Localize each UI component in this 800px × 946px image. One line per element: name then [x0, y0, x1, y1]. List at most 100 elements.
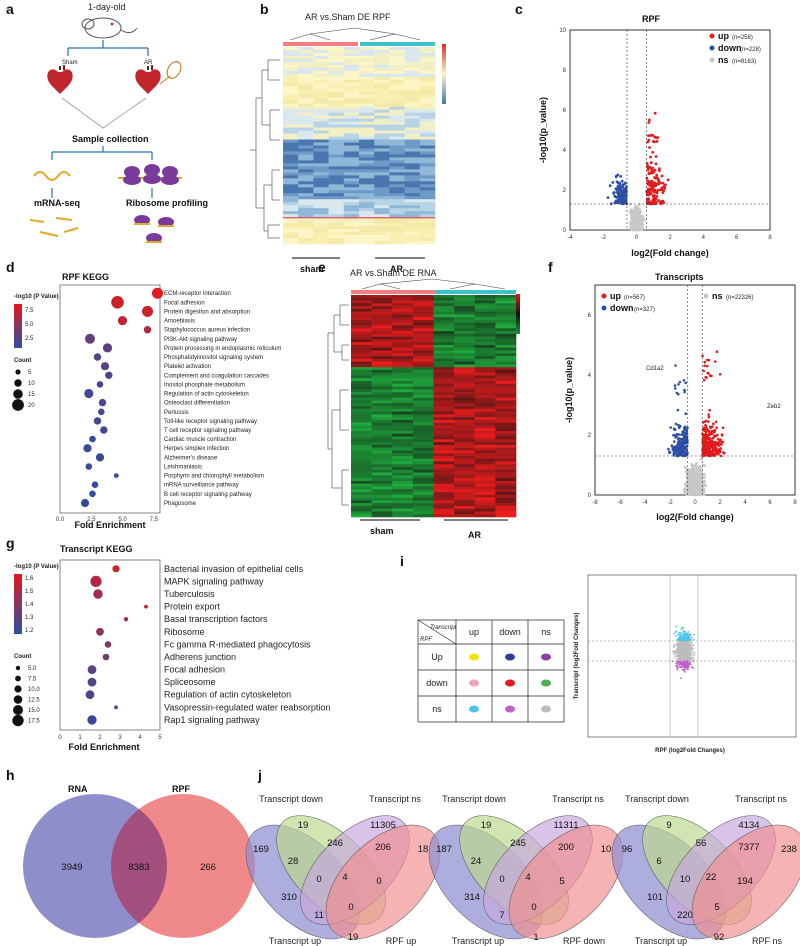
up-point — [706, 433, 710, 437]
heatmap-b-cell — [328, 178, 345, 182]
heatmap-e-cell — [433, 439, 455, 443]
up-point — [654, 155, 658, 158]
up-point — [704, 447, 708, 451]
heatmap-e-cell — [371, 336, 393, 340]
heatmap-e-cell — [371, 439, 393, 443]
heatmap-b-cell — [389, 73, 405, 78]
panel-f-label: f — [548, 259, 553, 275]
heatmap-e-cell — [371, 364, 393, 368]
kegg-g-term: Protein export — [164, 602, 221, 612]
heatmap-b-cell — [298, 142, 314, 146]
heatmap-b-cell — [313, 229, 329, 233]
heatmap-b-cell — [313, 232, 329, 236]
down-point — [672, 449, 675, 452]
x-tick-label: -4 — [642, 500, 648, 506]
heatmap-b-cell — [359, 91, 375, 96]
venn-both: 8383 — [128, 862, 149, 873]
kegg-d-xtick: 0.0 — [56, 517, 65, 523]
ns-point — [699, 457, 703, 461]
quadrant-point — [682, 638, 685, 641]
heatmap-b-cell — [343, 214, 360, 218]
heatmap-e-cell — [495, 469, 517, 473]
venn-label-bottom-left: Transcript up — [452, 936, 504, 946]
kegg-g-colorbar-ticks: 1.61.51.41.31.2 — [25, 576, 34, 634]
heatmap-e-cell — [495, 464, 517, 468]
heatmap-b-cell — [404, 151, 421, 155]
heatmap-e-cell — [495, 450, 517, 454]
heatmap-b-cell — [419, 47, 436, 51]
heatmap-e-cell — [495, 403, 517, 407]
down-point — [676, 441, 680, 444]
heatmap-b-cell — [359, 151, 375, 155]
heatmap-b-cell — [343, 82, 360, 87]
venn-region-value: 19 — [348, 932, 359, 943]
up-point — [702, 378, 706, 382]
heatmap-e-cell — [351, 336, 372, 340]
quadrant-point — [687, 668, 690, 671]
heatmap-b-cell — [328, 136, 345, 140]
heatmap-b-cell — [328, 238, 345, 242]
down-point — [608, 184, 612, 188]
kegg-g-xtick: 1 — [78, 735, 82, 741]
heatmap-b-cell — [359, 229, 375, 233]
venn-region-value: 245 — [510, 838, 526, 849]
heatmap-b-cell — [343, 121, 360, 125]
heatmap-b-cell — [419, 223, 436, 227]
heatmap-b-cell — [343, 97, 360, 102]
heatmap-e-cell — [495, 367, 517, 371]
heatmap-e-cell — [351, 372, 372, 376]
heatmap-e-cell — [433, 494, 455, 498]
down-point — [618, 183, 622, 187]
heatmap-e-cell — [433, 378, 455, 382]
heatmap-b-cell — [404, 94, 421, 99]
heatmap-e-cell — [454, 358, 476, 362]
heatmap-b-cell — [374, 100, 390, 105]
heatmap-e-cell — [433, 492, 455, 496]
heatmap-b-cell — [328, 133, 345, 137]
quadrant-point — [680, 637, 683, 639]
heatmap-b-sham: sham — [300, 264, 324, 274]
heatmap-e-cell — [495, 339, 517, 343]
heatmap-b-cell — [374, 55, 390, 60]
heatmap-b-cell — [419, 85, 436, 90]
quadrant-point — [687, 635, 690, 637]
venn-region-value: 169 — [253, 844, 269, 855]
heatmap-e-cell — [433, 467, 455, 471]
heatmap-b-cell — [374, 220, 390, 224]
up-point — [710, 432, 714, 436]
heatmap-e-cell — [433, 419, 455, 423]
heatmap-b-cell — [359, 175, 375, 179]
heatmap-b-cell — [313, 52, 329, 57]
heatmap-b-cell — [374, 64, 390, 69]
heatmap-e-cell — [474, 422, 496, 426]
up-point — [652, 196, 656, 200]
mrna-icon — [33, 171, 71, 181]
heatmap-b-cell — [298, 202, 314, 206]
heatmap-b-cell — [313, 226, 329, 230]
heatmap-b-cell — [404, 64, 421, 69]
heatmap-e-cell — [474, 475, 496, 479]
heatmap-e-cell — [433, 472, 455, 476]
heatmap-b-cell — [374, 172, 390, 176]
venn-region-value: 5 — [559, 876, 564, 887]
heatmap-b-cell — [404, 160, 421, 164]
dendrogram-branch — [431, 278, 476, 285]
quadrant-point — [675, 654, 678, 657]
ns-point — [683, 465, 686, 469]
heatmap-e-cell — [495, 369, 517, 373]
heatmap-e-cell — [433, 511, 455, 515]
dendrogram-branch — [361, 283, 381, 290]
heatmap-e-cell — [495, 386, 517, 390]
heatmap-e-cell — [495, 303, 517, 307]
up-point — [658, 181, 662, 185]
heatmap-b-cell — [389, 217, 405, 221]
heatmap-e-cell — [351, 403, 372, 407]
heatmap-e-cell — [454, 297, 476, 301]
kegg-d-count-title: Count — [14, 358, 31, 364]
heatmap-b-cell — [374, 115, 390, 119]
heatmap-b-title: AR vs.Sham DE RPF — [305, 12, 391, 22]
heatmap-e-cell — [454, 344, 476, 349]
heatmap-b-cell — [359, 82, 375, 87]
